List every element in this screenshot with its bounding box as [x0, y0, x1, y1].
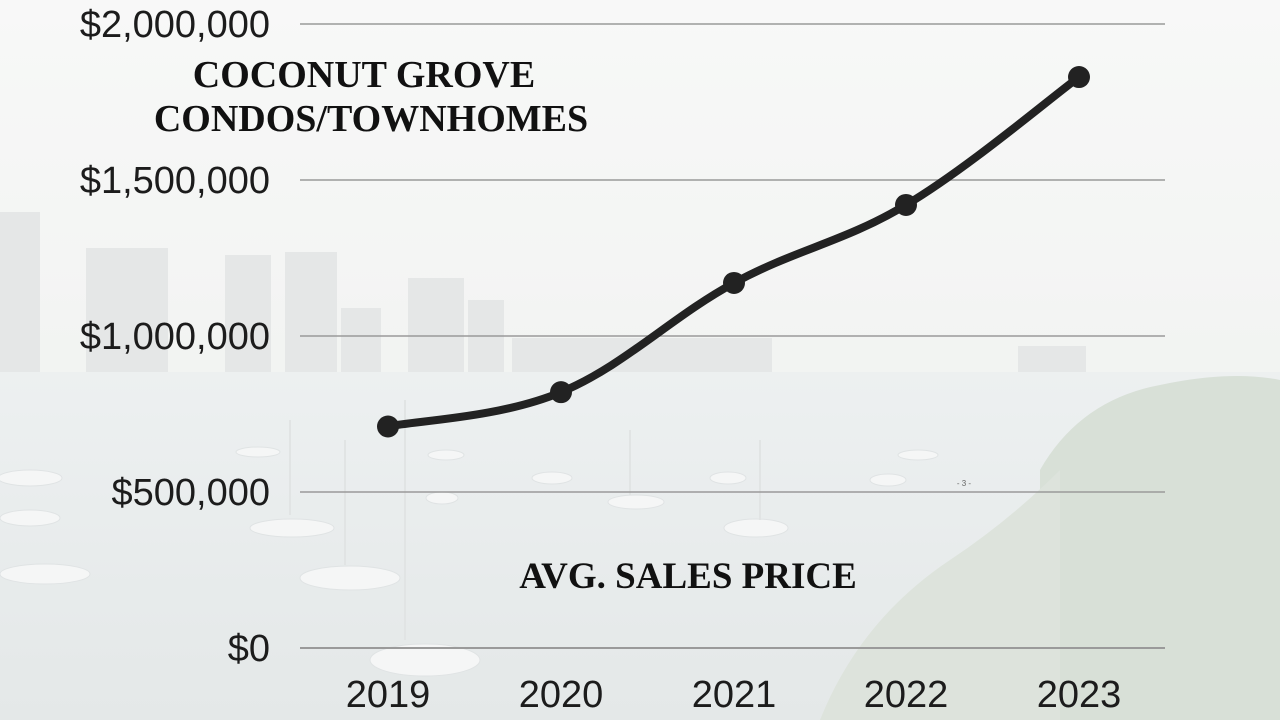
- page-number-mark: - 3 -: [957, 479, 972, 488]
- data-point: [895, 193, 917, 216]
- chart-title-line-2: CONDOS/TOWNHOMES: [154, 98, 588, 140]
- y-tick-label: $1,000,000: [80, 316, 270, 358]
- y-tick-label: $500,000: [112, 472, 271, 514]
- x-tick-label: 2023: [1037, 674, 1122, 716]
- chart-title-line-1: COCONUT GROVE: [193, 54, 535, 96]
- x-tick-label: 2022: [864, 674, 949, 716]
- chart-subtitle: AVG. SALES PRICE: [519, 556, 857, 597]
- grid-lines: [300, 23, 1165, 649]
- x-tick-label: 2019: [346, 674, 431, 716]
- x-axis-ticks: 2019 2020 2021 2022 2023: [346, 674, 1122, 716]
- x-tick-label: 2021: [692, 674, 777, 716]
- data-point: [1068, 66, 1090, 89]
- data-point: [377, 415, 399, 438]
- data-points: [377, 66, 1090, 438]
- y-tick-label: $1,500,000: [80, 160, 270, 202]
- data-point: [550, 381, 572, 404]
- y-tick-label: $2,000,000: [80, 4, 270, 46]
- data-point: [723, 271, 745, 294]
- y-axis-ticks: $0 $500,000 $1,000,000 $1,500,000 $2,000,000: [80, 4, 270, 670]
- x-tick-label: 2020: [519, 674, 604, 716]
- y-tick-label: $0: [228, 628, 270, 670]
